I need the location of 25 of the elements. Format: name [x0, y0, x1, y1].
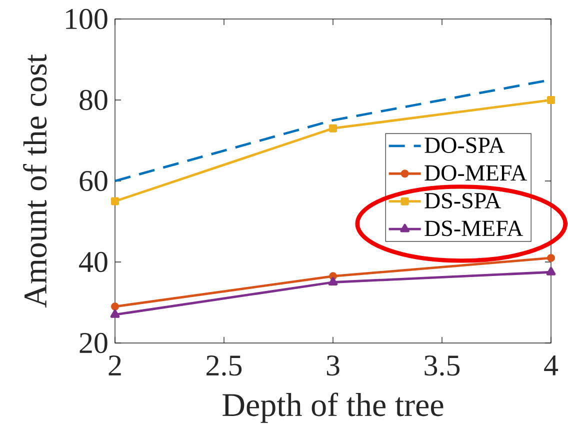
point: [547, 254, 556, 262]
x-tick-label: 3.5: [424, 356, 460, 376]
point: [328, 277, 338, 286]
point: [329, 272, 337, 280]
y-tick-label: 20: [80, 332, 108, 354]
legend-label: DS-MEFA: [424, 220, 524, 236]
legend-label: DS-SPA: [424, 192, 501, 208]
y-tick-label: 100: [66, 8, 108, 30]
point: [110, 309, 120, 318]
y-tick-label: 80: [80, 90, 108, 110]
x-tick-label: 4: [544, 356, 558, 376]
y-tick-label: 40: [79, 252, 108, 272]
x-tick-label: 3: [326, 356, 340, 376]
legend-label: DO-MEFA: [424, 165, 527, 181]
x-tick-label: 2.5: [206, 356, 242, 376]
point: [329, 124, 337, 132]
legend-label: DO-SPA: [424, 138, 505, 154]
y-tick-label: 60: [80, 170, 108, 192]
point: [547, 96, 556, 104]
x-axis-title: Depth of the tree: [222, 392, 444, 423]
point: [111, 197, 119, 206]
point: [546, 266, 556, 276]
point: [111, 302, 119, 311]
x-tick-label: 2: [108, 356, 121, 376]
y-axis-title: Amount of the cost: [23, 54, 47, 308]
